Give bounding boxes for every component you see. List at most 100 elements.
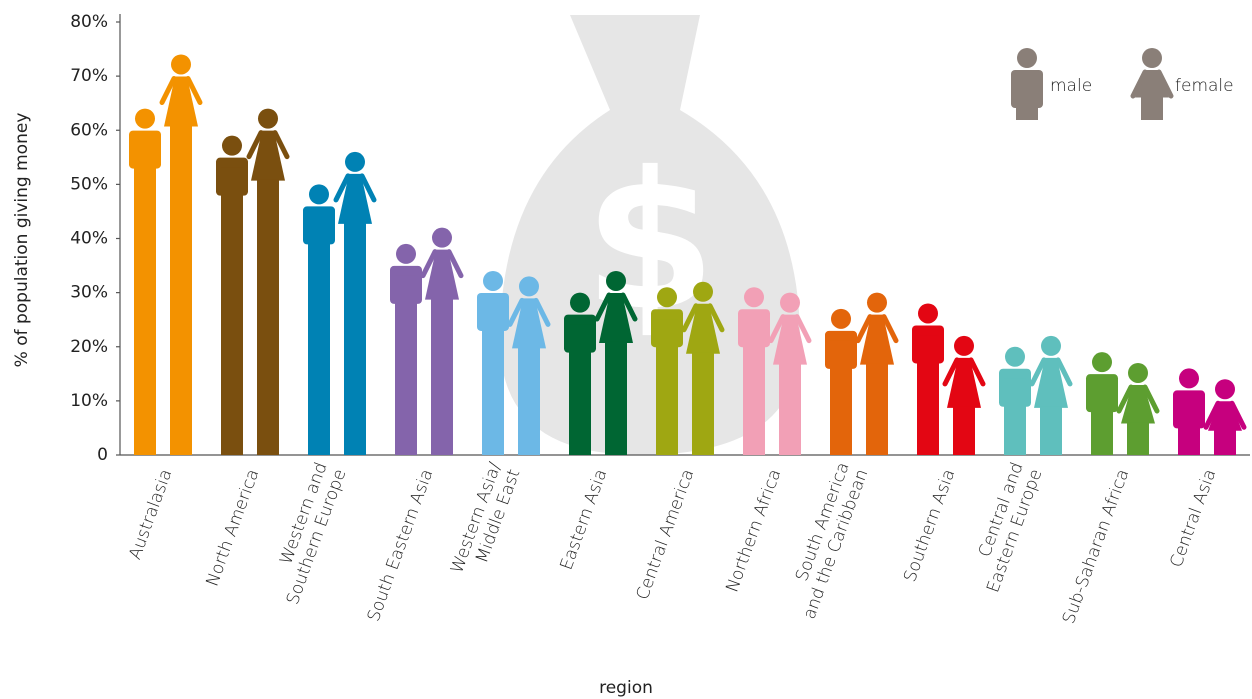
- y-tick-label: 20%: [70, 337, 108, 357]
- chart: $ % of population giving money region 01…: [0, 0, 1252, 699]
- head: [1128, 363, 1148, 383]
- legs: [308, 216, 330, 455]
- legs: [170, 125, 192, 455]
- legs: [953, 407, 975, 455]
- head: [780, 293, 800, 313]
- y-tick-label: 10%: [70, 391, 108, 411]
- person-female: [1032, 336, 1070, 455]
- head: [135, 109, 155, 129]
- person-male: [1173, 368, 1205, 455]
- head: [1215, 379, 1235, 399]
- head: [954, 336, 974, 356]
- head: [693, 282, 713, 302]
- legend-icon: [1011, 48, 1043, 120]
- x-tick-label: South Americaand the Caribbean: [781, 460, 873, 622]
- head: [1142, 48, 1162, 68]
- legs: [482, 303, 504, 455]
- head: [606, 271, 626, 291]
- legend-label: female: [1175, 76, 1234, 96]
- legend-icon: [1133, 48, 1171, 120]
- head: [222, 136, 242, 156]
- person-female: [1119, 363, 1157, 455]
- y-tick-label: 60%: [70, 120, 108, 140]
- y-tick-label: 30%: [70, 283, 108, 303]
- x-tick-label: South Eastern Asia: [364, 467, 438, 625]
- person-female: [945, 336, 983, 455]
- head: [171, 54, 191, 74]
- head: [657, 287, 677, 307]
- person-male: [912, 303, 944, 455]
- person-male: [216, 136, 248, 455]
- x-tick-label: Central America: [633, 467, 699, 603]
- legs: [569, 325, 591, 455]
- x-tick-label: Western Asia/Middle East: [447, 459, 525, 582]
- y-tick-label: 0: [97, 445, 108, 465]
- legs: [1214, 430, 1236, 455]
- x-tick-label: Australasia: [125, 467, 176, 563]
- person-female: [858, 293, 896, 455]
- y-tick-label: 70%: [70, 66, 108, 86]
- x-tick-label: Northern Africa: [722, 467, 785, 595]
- x-tick-label: Southern Asia: [900, 467, 959, 585]
- legend-label: male: [1050, 76, 1092, 96]
- y-tick-label: 40%: [70, 229, 108, 249]
- person-male: [825, 309, 857, 455]
- person-male: [1086, 352, 1118, 455]
- person-female: [336, 152, 374, 455]
- person-male: [129, 109, 161, 455]
- legs: [917, 335, 939, 455]
- dress: [1121, 385, 1155, 424]
- legs: [1004, 379, 1026, 455]
- person-female: [162, 54, 200, 455]
- y-tick-label: 80%: [70, 12, 108, 32]
- head: [1041, 336, 1061, 356]
- head: [483, 271, 503, 291]
- head: [867, 293, 887, 313]
- legs: [1141, 97, 1163, 121]
- legs: [656, 319, 678, 455]
- person-female: [249, 109, 287, 455]
- head: [744, 287, 764, 307]
- legs: [344, 223, 366, 455]
- person-female: [1206, 379, 1244, 455]
- legs: [431, 299, 453, 455]
- head: [1092, 352, 1112, 372]
- head: [258, 109, 278, 129]
- head: [396, 244, 416, 264]
- legs: [692, 353, 714, 455]
- head: [1017, 48, 1037, 68]
- head: [570, 293, 590, 313]
- legs: [221, 168, 243, 455]
- head: [309, 184, 329, 204]
- legs: [830, 341, 852, 455]
- person-male: [390, 244, 422, 455]
- head: [1005, 347, 1025, 367]
- legs: [605, 342, 627, 455]
- x-axis-title: region: [599, 678, 653, 698]
- legs: [779, 364, 801, 455]
- head: [432, 228, 452, 248]
- y-tick-label: 50%: [70, 174, 108, 194]
- person-male: [303, 184, 335, 455]
- person-male: [999, 347, 1031, 455]
- legs: [866, 364, 888, 455]
- x-tick-label: Eastern Asia: [556, 467, 611, 573]
- person-female: [423, 228, 461, 455]
- x-tick-label: Western andSouthern Europe: [264, 460, 350, 608]
- legs: [1127, 422, 1149, 455]
- legs: [134, 141, 156, 455]
- y-axis-title: % of population giving money: [12, 113, 32, 368]
- legs: [1040, 407, 1062, 455]
- head: [519, 276, 539, 296]
- x-tick-label: Central Asia: [1166, 467, 1220, 571]
- head: [918, 303, 938, 323]
- x-tick-label: Central andEastern Europe: [964, 460, 1046, 596]
- legs: [518, 347, 540, 455]
- legs: [1091, 384, 1113, 455]
- head: [345, 152, 365, 172]
- head: [1179, 368, 1199, 388]
- legs: [395, 276, 417, 455]
- legs: [743, 319, 765, 455]
- legs: [1178, 400, 1200, 455]
- legs: [257, 180, 279, 455]
